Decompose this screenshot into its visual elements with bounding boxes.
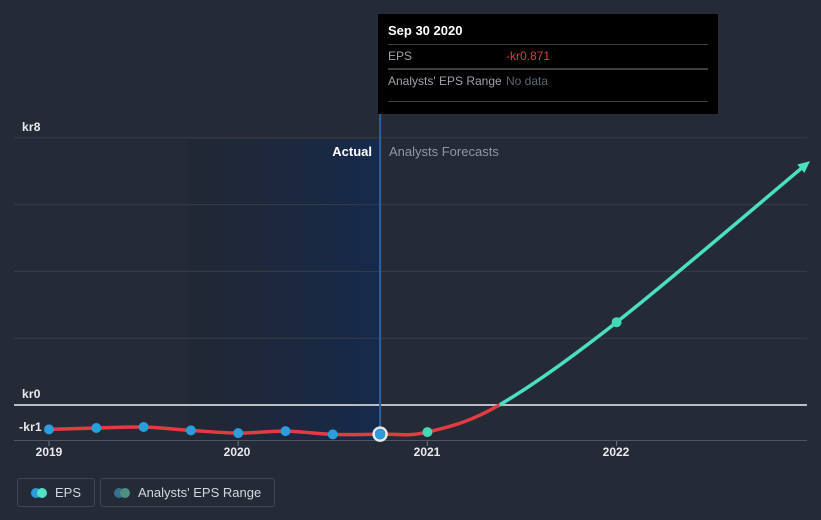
- tooltip-eps-label: EPS: [388, 49, 413, 63]
- eps-forecast-dot-icon: [37, 487, 47, 498]
- eps-actual-dot-icon: [31, 487, 41, 498]
- actual-section-label: Actual: [332, 144, 372, 159]
- x-tick-2019: 2019: [35, 445, 63, 459]
- y-tick-kr8: kr8: [22, 120, 41, 134]
- x-tick-2021: 2021: [413, 445, 441, 459]
- tooltip-bottom-rule: [388, 93, 708, 102]
- hover-tooltip: Sep 30 2020 EPS -kr0.871 Analysts' EPS R…: [378, 14, 718, 114]
- forecast-section-label: Analysts Forecasts: [389, 144, 499, 159]
- tooltip-eps-value: -kr0.871: [506, 49, 551, 63]
- tooltip-range-value: No data: [506, 74, 549, 88]
- legend-item-analysts-eps-range[interactable]: Analysts' EPS Range: [100, 478, 276, 507]
- legend-range-label: Analysts' EPS Range: [138, 485, 262, 500]
- tooltip-eps-row: EPS -kr0.871: [388, 45, 708, 69]
- legend-item-eps[interactable]: EPS: [17, 478, 96, 507]
- analysts-range-legend-icon: [114, 487, 131, 498]
- range-low-dot-icon: [114, 487, 125, 498]
- legend-eps-label: EPS: [55, 485, 82, 500]
- eps-legend-icon: [31, 487, 47, 498]
- tooltip-date: Sep 30 2020: [388, 21, 708, 45]
- x-tick-2022: 2022: [602, 445, 630, 459]
- tooltip-range-label: Analysts' EPS Range: [388, 74, 502, 88]
- range-high-dot-icon: [120, 487, 131, 498]
- x-tick-2020: 2020: [223, 445, 251, 459]
- chart-legend: EPS Analysts' EPS Range: [17, 478, 276, 507]
- y-tick-minus-kr1: -kr1: [19, 420, 42, 434]
- tooltip-range-row: Analysts' EPS Range No data: [388, 69, 708, 93]
- y-tick-kr0: kr0: [22, 387, 41, 401]
